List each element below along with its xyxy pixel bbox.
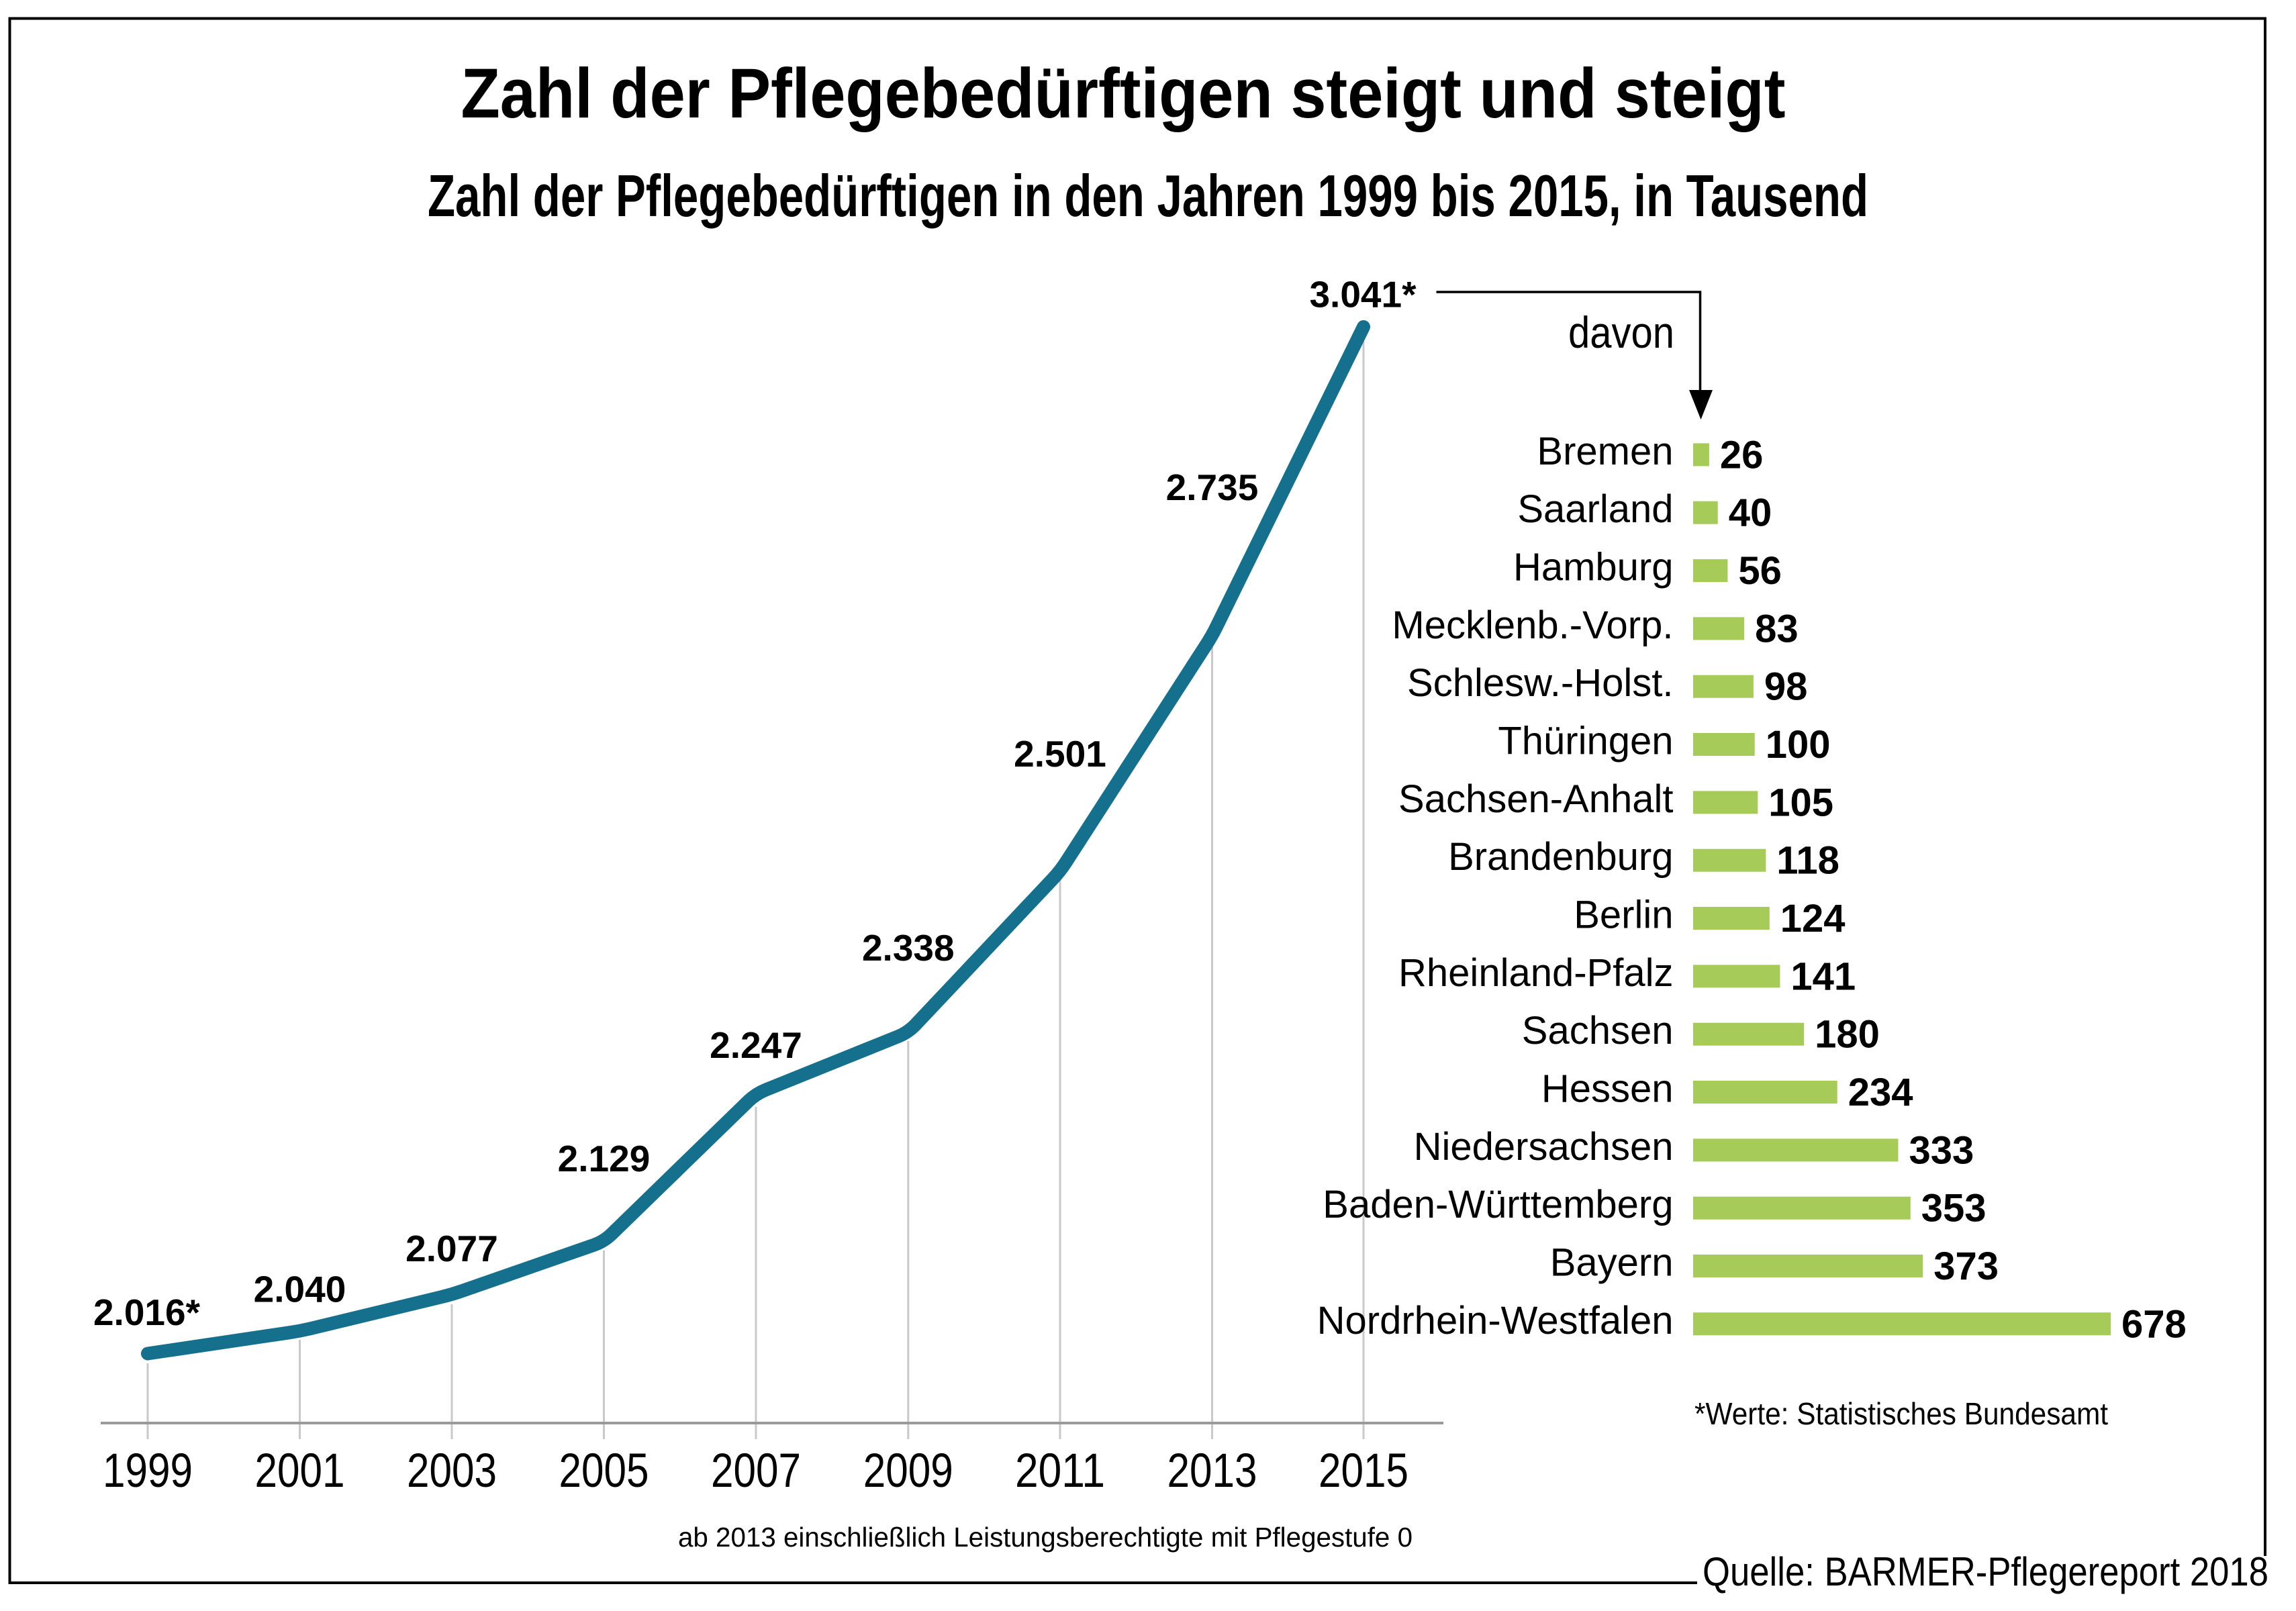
svg-text:2011: 2011 <box>1015 1445 1105 1498</box>
svg-text:2013: 2013 <box>1167 1445 1257 1498</box>
svg-text:2.735: 2.735 <box>1166 467 1259 508</box>
svg-text:Baden-Württemberg: Baden-Württemberg <box>1323 1183 1673 1226</box>
svg-text:Hessen: Hessen <box>1541 1067 1674 1111</box>
svg-text:2015: 2015 <box>1319 1445 1408 1498</box>
svg-text:2.016*: 2.016* <box>93 1291 201 1333</box>
svg-text:141: 141 <box>1790 955 1856 998</box>
svg-text:26: 26 <box>1720 433 1764 477</box>
svg-text:Sachsen: Sachsen <box>1522 1009 1674 1053</box>
svg-text:Berlin: Berlin <box>1574 893 1673 937</box>
svg-text:Mecklenb.-Vorp.: Mecklenb.-Vorp. <box>1392 603 1673 647</box>
svg-text:373: 373 <box>1933 1244 1999 1288</box>
svg-text:Bayern: Bayern <box>1550 1241 1674 1285</box>
svg-text:40: 40 <box>1729 491 1772 535</box>
svg-text:2.077: 2.077 <box>405 1228 498 1269</box>
svg-text:2007: 2007 <box>711 1445 801 1498</box>
svg-text:Saarland: Saarland <box>1517 487 1673 531</box>
svg-text:2009: 2009 <box>863 1445 953 1498</box>
svg-text:2.247: 2.247 <box>710 1024 802 1066</box>
svg-text:Rheinland-Pfalz: Rheinland-Pfalz <box>1398 951 1673 995</box>
svg-text:1999: 1999 <box>103 1445 193 1498</box>
svg-text:83: 83 <box>1755 607 1799 650</box>
svg-text:105: 105 <box>1768 781 1833 824</box>
svg-text:Brandenburg: Brandenburg <box>1448 835 1673 879</box>
svg-text:180: 180 <box>1815 1013 1880 1057</box>
svg-text:Quelle: BARMER-Pflegereport 20: Quelle: BARMER-Pflegereport 2018 <box>1703 1549 2268 1594</box>
svg-text:2005: 2005 <box>559 1445 649 1498</box>
svg-text:Thüringen: Thüringen <box>1498 720 1673 763</box>
svg-text:2.040: 2.040 <box>254 1269 346 1310</box>
svg-text:Bremen: Bremen <box>1537 430 1673 473</box>
svg-text:2003: 2003 <box>407 1445 497 1498</box>
svg-text:124: 124 <box>1780 897 1846 940</box>
svg-text:118: 118 <box>1776 839 1839 883</box>
svg-text:98: 98 <box>1764 665 1808 709</box>
svg-text:56: 56 <box>1738 549 1782 593</box>
svg-text:678: 678 <box>2121 1302 2187 1346</box>
svg-text:2001: 2001 <box>255 1445 345 1498</box>
svg-text:2.501: 2.501 <box>1014 733 1106 775</box>
svg-text:100: 100 <box>1766 723 1831 767</box>
svg-text:Sachsen-Anhalt: Sachsen-Anhalt <box>1398 777 1673 821</box>
svg-text:*Werte: Statistisches Bundesam: *Werte: Statistisches Bundesamt <box>1694 1396 2108 1431</box>
svg-text:234: 234 <box>1848 1071 1913 1114</box>
svg-text:3.041*: 3.041* <box>1309 274 1417 315</box>
svg-text:Hamburg: Hamburg <box>1513 546 1674 589</box>
svg-text:Zahl der Pflegebedürftigen ste: Zahl der Pflegebedürftigen steigt und st… <box>461 54 1786 133</box>
svg-text:davon: davon <box>1568 307 1674 357</box>
svg-text:333: 333 <box>1909 1128 1974 1172</box>
svg-text:Nordrhein-Westfalen: Nordrhein-Westfalen <box>1317 1299 1674 1342</box>
svg-text:353: 353 <box>1921 1187 1987 1230</box>
svg-text:Niedersachsen: Niedersachsen <box>1414 1125 1674 1169</box>
svg-text:ab 2013 einschließlich Leistun: ab 2013 einschließlich Leistungsberechti… <box>678 1522 1413 1553</box>
svg-text:2.129: 2.129 <box>558 1138 651 1179</box>
svg-text:Schlesw.-Holst.: Schlesw.-Holst. <box>1407 661 1673 705</box>
svg-text:2.338: 2.338 <box>862 927 955 969</box>
svg-text:Zahl der Pflegebedürftigen in: Zahl der Pflegebedürftigen in den Jahren… <box>428 162 1868 229</box>
